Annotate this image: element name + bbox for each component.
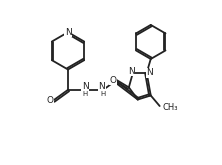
Text: N: N	[128, 67, 135, 76]
Text: N: N	[65, 28, 71, 37]
Text: H: H	[101, 91, 106, 97]
Text: O: O	[46, 96, 53, 105]
Text: CH₃: CH₃	[162, 103, 178, 112]
Text: O: O	[110, 76, 117, 85]
Text: N: N	[82, 82, 88, 91]
Text: H: H	[82, 91, 88, 97]
Text: N: N	[98, 82, 105, 91]
Text: N: N	[146, 68, 153, 77]
